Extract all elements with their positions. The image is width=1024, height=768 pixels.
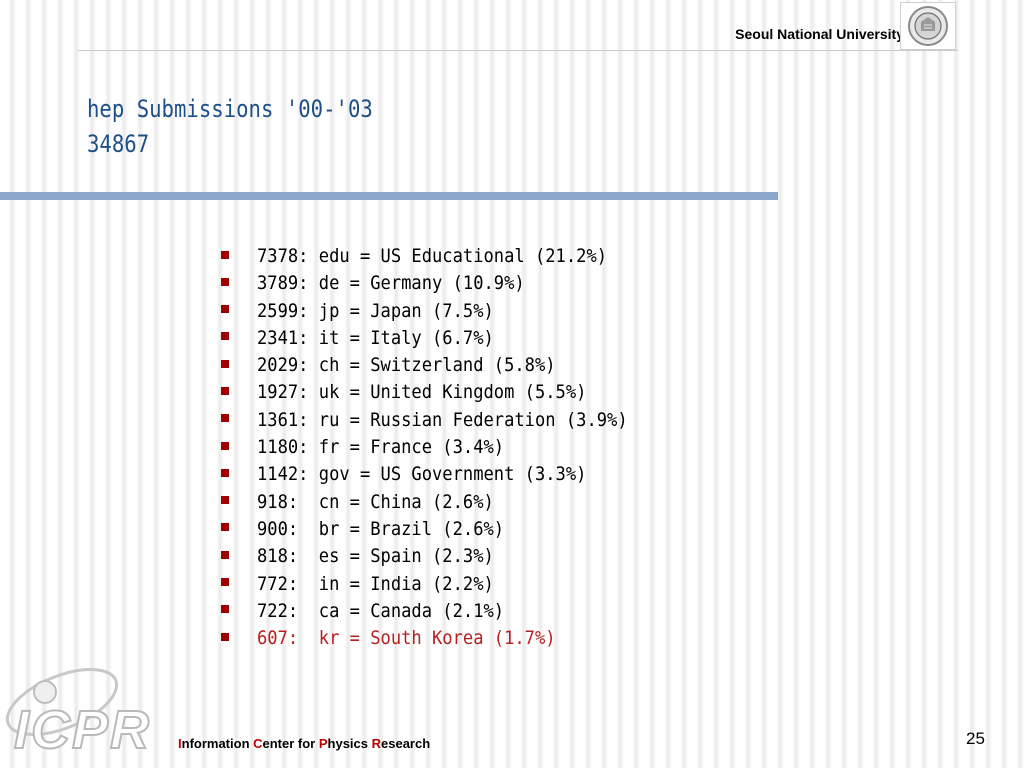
bullet-icon	[221, 578, 229, 587]
bullet-icon	[221, 550, 229, 559]
list-item: 2029: ch = Switzerland (5.8%)	[221, 352, 669, 379]
list-item-highlighted: 607: kr = South Korea (1.7%)	[221, 625, 669, 652]
bullet-icon	[221, 632, 229, 641]
bullet-icon	[221, 605, 229, 614]
list-item: 772: in = India (2.2%)	[221, 571, 669, 598]
bullet-icon	[221, 250, 229, 259]
footer-institution-name: Information Center for Physics Research	[178, 736, 431, 751]
icpr-logo-text: ICPR	[14, 700, 151, 760]
icpr-logo: ICPR	[5, 668, 151, 760]
list-item: 2341: it = Italy (6.7%)	[221, 325, 669, 352]
list-item: 722: ca = Canada (2.1%)	[221, 598, 669, 625]
bullet-icon	[221, 305, 229, 314]
list-item: 1180: fr = France (3.4%)	[221, 434, 669, 461]
bullet-icon	[221, 496, 229, 505]
university-seal-logo	[900, 2, 956, 50]
list-item: 7378: edu = US Educational (21.2%)	[221, 243, 669, 270]
bullet-icon	[221, 468, 229, 477]
bullet-icon	[221, 359, 229, 368]
list-item: 918: cn = China (2.6%)	[221, 489, 669, 516]
list-item: 1927: uk = United Kingdom (5.5%)	[221, 379, 669, 406]
bullet-icon	[221, 441, 229, 450]
bullet-icon	[221, 523, 229, 532]
bullet-icon	[221, 277, 229, 286]
bullet-icon	[221, 386, 229, 395]
slide-title-line: hep Submissions '00-'03	[87, 95, 373, 123]
list-item: 1142: gov = US Government (3.3%)	[221, 461, 669, 488]
university-name: Seoul National University	[735, 26, 904, 42]
submissions-list: 7378: edu = US Educational (21.2%) 3789:…	[221, 243, 669, 652]
slide-title: hep Submissions '00-'03 34867	[87, 92, 373, 162]
header-divider	[78, 50, 958, 51]
list-item: 2599: jp = Japan (7.5%)	[221, 298, 669, 325]
title-underline-bar	[0, 192, 778, 200]
page-number: 25	[966, 729, 985, 748]
slide-title-count: 34867	[87, 130, 150, 158]
list-item: 1361: ru = Russian Federation (3.9%)	[221, 407, 669, 434]
list-item: 900: br = Brazil (2.6%)	[221, 516, 669, 543]
bullet-icon	[221, 414, 229, 423]
list-item: 818: es = Spain (2.3%)	[221, 543, 669, 570]
list-item: 3789: de = Germany (10.9%)	[221, 270, 669, 297]
bullet-icon	[221, 332, 229, 341]
